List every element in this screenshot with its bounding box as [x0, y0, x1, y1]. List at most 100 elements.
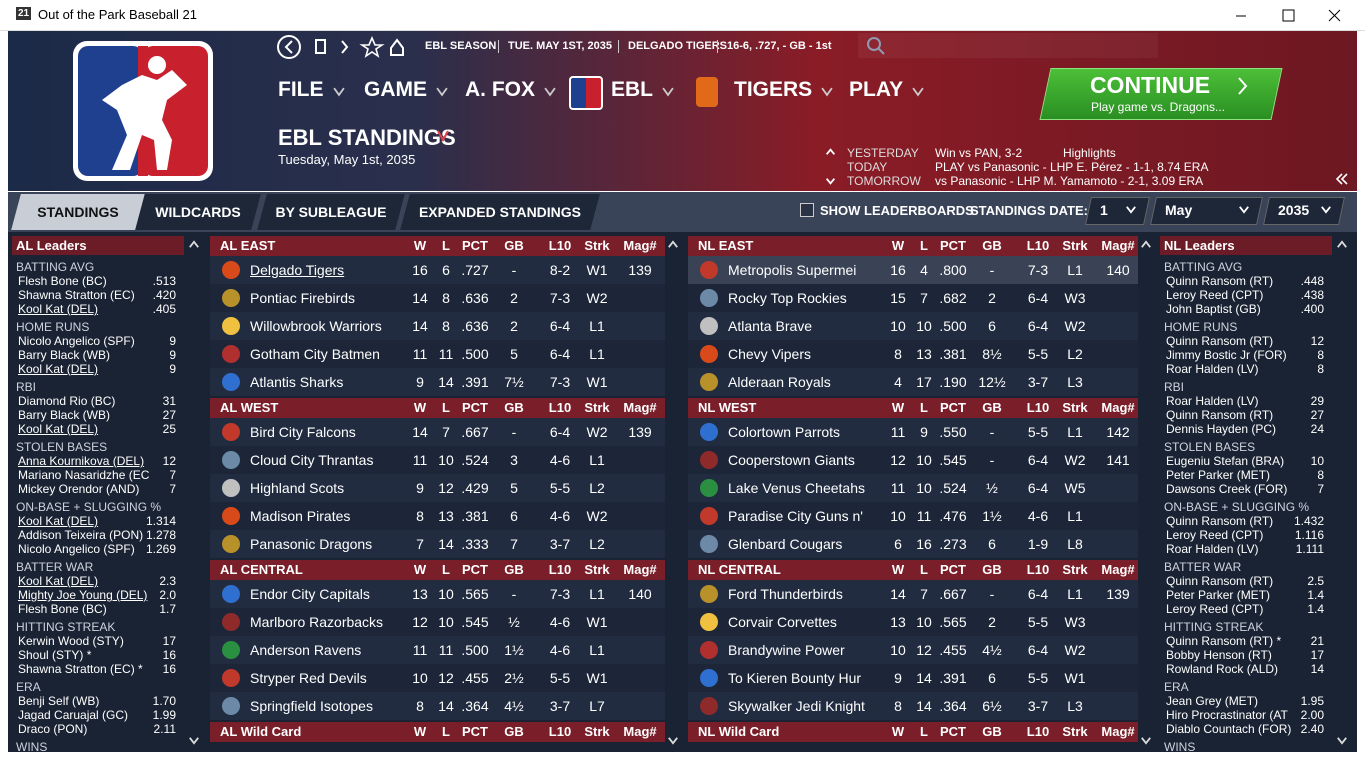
leader-name[interactable]: Kool Kat (DEL) — [18, 422, 99, 436]
team-name[interactable]: Metropolis Supermei — [728, 262, 857, 278]
column-header[interactable]: Strk — [1062, 400, 1088, 415]
league-logo[interactable] — [72, 40, 214, 182]
schedule-arrow[interactable] — [825, 175, 836, 186]
standings-row[interactable] — [688, 608, 1138, 636]
standings-row[interactable] — [688, 502, 1138, 530]
standings-row[interactable] — [210, 530, 665, 558]
column-header[interactable]: GB — [504, 238, 524, 253]
menu-item[interactable]: GAME — [364, 78, 427, 101]
column-header[interactable]: GB — [982, 562, 1002, 577]
checkbox[interactable] — [800, 203, 814, 217]
column-header[interactable]: Strk — [1062, 562, 1088, 577]
search-icon[interactable] — [866, 36, 886, 56]
column-header[interactable]: Mag# — [1101, 400, 1135, 415]
ebl-icon[interactable] — [569, 76, 603, 110]
division-name[interactable]: NL Wild Card — [698, 724, 780, 739]
scroll-down[interactable] — [667, 734, 679, 746]
menu-item[interactable]: EBL — [611, 78, 653, 101]
column-header[interactable]: Mag# — [1101, 238, 1135, 253]
column-header[interactable]: L10 — [1026, 400, 1050, 415]
column-header[interactable]: GB — [504, 562, 524, 577]
menu-chevron[interactable] — [435, 84, 449, 98]
column-header[interactable]: W — [413, 724, 427, 739]
leader-name[interactable]: Kool Kat (DEL) — [18, 514, 99, 528]
search-box[interactable] — [858, 33, 1158, 58]
column-header[interactable]: L — [442, 724, 450, 739]
tab-label[interactable]: WILDCARDS — [155, 204, 241, 220]
division-name[interactable]: NL CENTRAL — [698, 562, 781, 577]
tab-label[interactable]: EXPANDED STANDINGS — [418, 204, 582, 220]
column-header[interactable]: L — [920, 238, 928, 253]
column-header[interactable]: W — [891, 400, 905, 415]
leader-name[interactable]: Mighty Joe Young (DEL) — [18, 588, 148, 602]
standings-row[interactable] — [688, 284, 1138, 312]
standings-row[interactable] — [210, 692, 665, 720]
nav-icons[interactable] — [275, 34, 415, 60]
column-header[interactable]: Mag# — [623, 400, 657, 415]
column-header[interactable]: L — [920, 400, 928, 415]
team-name[interactable]: Glenbard Cougars — [728, 536, 843, 552]
column-header[interactable]: Strk — [1062, 724, 1088, 739]
column-header[interactable]: L10 — [1026, 562, 1050, 577]
page-title-chevron[interactable] — [436, 128, 450, 142]
dropdown[interactable] — [1085, 197, 1150, 225]
scroll-down[interactable] — [188, 734, 200, 746]
standings-row[interactable] — [688, 580, 1138, 608]
column-header[interactable]: PCT — [940, 724, 966, 739]
scroll-up[interactable] — [1140, 239, 1152, 251]
team-name[interactable]: Skywalker Jedi Knight — [728, 698, 865, 714]
team-name[interactable]: Stryper Red Devils — [250, 670, 367, 686]
column-header[interactable]: L — [920, 724, 928, 739]
team-name[interactable]: Lake Venus Cheetahs — [728, 480, 865, 496]
column-header[interactable]: Strk — [584, 238, 610, 253]
schedule-arrow[interactable] — [825, 147, 836, 158]
column-header[interactable]: W — [891, 562, 905, 577]
continue-label[interactable]: CONTINUE — [1089, 72, 1211, 98]
standings-row[interactable] — [210, 368, 665, 396]
column-header[interactable]: Mag# — [1101, 724, 1135, 739]
column-header[interactable]: L — [920, 562, 928, 577]
standings-row[interactable] — [210, 636, 665, 664]
schedule-link[interactable]: Highlights — [1063, 146, 1116, 160]
standings-row[interactable] — [210, 502, 665, 530]
column-header[interactable]: Mag# — [623, 562, 657, 577]
menu-chevron[interactable] — [543, 84, 557, 98]
menu-item[interactable]: FILE — [278, 78, 324, 101]
column-header[interactable]: Strk — [584, 562, 610, 577]
team-name[interactable]: Atlanta Brave — [728, 318, 813, 334]
scroll-up[interactable] — [188, 239, 200, 251]
toolbar-label[interactable]: SHOW LEADERBOARDS — [820, 203, 974, 218]
column-header[interactable]: L10 — [1026, 724, 1050, 739]
standings-row[interactable] — [210, 340, 665, 368]
continue-sub[interactable]: Play game vs. Dragons... — [1090, 100, 1226, 114]
column-header[interactable]: L10 — [548, 238, 572, 253]
scroll-up[interactable] — [1336, 239, 1348, 251]
team-name[interactable]: Rocky Top Rockies — [728, 290, 847, 306]
column-header[interactable]: Mag# — [623, 238, 657, 253]
division-name[interactable]: AL WEST — [220, 400, 279, 415]
column-header[interactable]: Mag# — [623, 724, 657, 739]
menu-chevron[interactable] — [820, 84, 834, 98]
division-name[interactable]: NL WEST — [698, 400, 757, 415]
column-header[interactable]: PCT — [462, 400, 488, 415]
column-header[interactable]: PCT — [462, 238, 488, 253]
column-header[interactable]: L — [442, 400, 450, 415]
column-header[interactable]: PCT — [462, 562, 488, 577]
tab-label[interactable]: BY SUBLEAGUE — [275, 204, 387, 220]
scroll-down[interactable] — [1336, 734, 1348, 746]
menu-chevron[interactable] — [911, 84, 925, 98]
team-name[interactable]: Highland Scots — [250, 480, 345, 496]
division-name[interactable]: NL EAST — [698, 238, 754, 253]
standings-row[interactable] — [688, 312, 1138, 340]
team-name[interactable]: Ford Thunderbirds — [728, 586, 843, 602]
standings-row[interactable] — [688, 418, 1138, 446]
column-header[interactable]: PCT — [940, 238, 966, 253]
column-header[interactable]: L — [442, 238, 450, 253]
column-header[interactable]: GB — [504, 400, 524, 415]
standings-row[interactable] — [688, 530, 1138, 558]
standings-row[interactable] — [210, 580, 665, 608]
standings-row[interactable] — [210, 446, 665, 474]
standings-row[interactable] — [688, 474, 1138, 502]
standings-row[interactable] — [688, 446, 1138, 474]
standings-row[interactable] — [210, 418, 665, 446]
